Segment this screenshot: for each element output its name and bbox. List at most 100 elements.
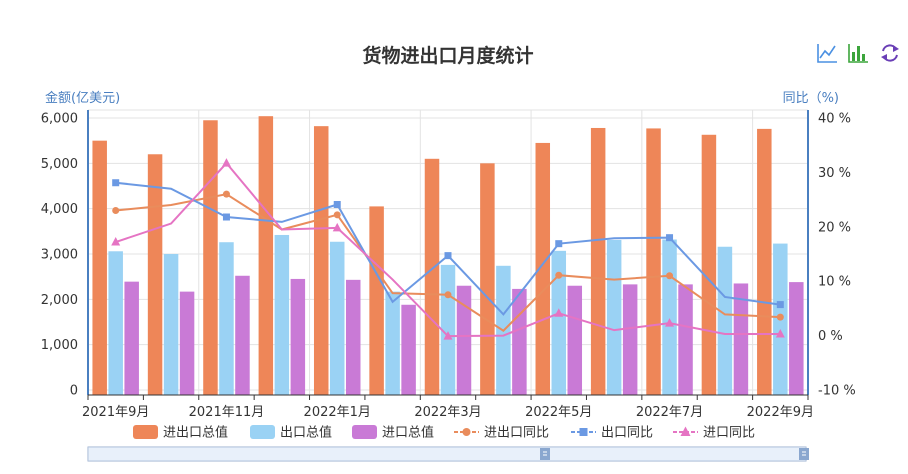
bar-1[interactable]	[92, 140, 107, 395]
bar-2[interactable]	[274, 234, 290, 395]
bar-chart-icon[interactable]	[847, 42, 869, 64]
x-tick-label: 2022年3月	[414, 405, 481, 420]
series-point-2[interactable]	[112, 179, 120, 187]
y-left-tick-label: 0	[70, 384, 78, 399]
lines	[111, 158, 785, 340]
bar-3[interactable]	[124, 281, 139, 395]
bar-1[interactable]	[203, 120, 218, 396]
legend-label: 进出口同比	[484, 426, 549, 441]
bar-2[interactable]	[606, 239, 622, 395]
series-point-1[interactable]	[333, 211, 341, 219]
bar-3[interactable]	[290, 278, 306, 395]
x-tick-label: 2021年9月	[82, 405, 149, 420]
bar-3[interactable]	[789, 282, 804, 395]
y-right-tick-label: 40 %	[818, 112, 851, 127]
refresh-icon[interactable]	[879, 42, 901, 64]
bars	[92, 116, 804, 396]
y-left-axis-label: 金额(亿美元)	[45, 90, 120, 106]
bar-3[interactable]	[456, 285, 472, 395]
y-left-tick-label: 5,000	[41, 157, 78, 172]
bar-1[interactable]	[535, 142, 551, 395]
zoom-handle-left[interactable]	[540, 448, 550, 460]
series-point-2[interactable]	[776, 301, 784, 309]
legend-marker	[680, 426, 691, 436]
legend-label: 出口同比	[601, 426, 653, 441]
series-point-1[interactable]	[555, 271, 563, 279]
bar-1[interactable]	[757, 128, 772, 395]
legend-item-5[interactable]: 出口同比	[571, 426, 653, 441]
series-point-3[interactable]	[665, 318, 675, 327]
series-point-1[interactable]	[112, 206, 120, 214]
y-left-tick-label: 1,000	[41, 338, 78, 353]
legend-item-1[interactable]: 进出口总值	[133, 425, 228, 441]
bar-2[interactable]	[108, 251, 123, 395]
bar-1[interactable]	[369, 206, 384, 395]
legend-item-4[interactable]: 进出口同比	[454, 426, 549, 441]
legend-item-3[interactable]: 进口总值	[352, 425, 434, 441]
y-right-tick-label: 30 %	[818, 166, 851, 181]
bar-1[interactable]	[258, 116, 274, 395]
series-point-2[interactable]	[333, 200, 341, 208]
bar-1[interactable]	[313, 126, 329, 395]
bar-2[interactable]	[662, 239, 677, 395]
bar-1[interactable]	[701, 134, 717, 396]
y-right-tick-label: 0 %	[818, 329, 843, 344]
series-point-2[interactable]	[444, 252, 452, 260]
legend-label: 出口总值	[280, 425, 332, 441]
bar-1[interactable]	[480, 163, 495, 395]
zoom-handle-right[interactable]	[799, 448, 809, 460]
bar-2[interactable]	[329, 241, 345, 395]
series-point-2[interactable]	[222, 213, 230, 221]
series-point-3[interactable]	[221, 158, 231, 167]
bar-1[interactable]	[147, 154, 163, 395]
series-point-1[interactable]	[222, 190, 230, 198]
bar-3[interactable]	[345, 279, 361, 395]
legend-swatch	[250, 425, 275, 439]
series-point-2[interactable]	[555, 240, 563, 248]
bar-2[interactable]	[385, 291, 400, 395]
bar-3[interactable]	[622, 284, 638, 395]
series-point-1[interactable]	[666, 272, 674, 280]
chart-title: 货物进出口月度统计	[362, 44, 533, 67]
bar-3[interactable]	[401, 304, 416, 395]
bar-2[interactable]	[717, 246, 733, 395]
line-chart-icon[interactable]	[816, 42, 838, 64]
legend-marker	[462, 428, 471, 436]
series-point-1[interactable]	[776, 313, 784, 321]
x-tick-label: 2022年1月	[304, 405, 371, 420]
series-point-1[interactable]	[444, 291, 452, 299]
series-point-3[interactable]	[775, 328, 785, 338]
series-point-3[interactable]	[443, 331, 453, 340]
bar-2[interactable]	[219, 242, 234, 395]
x-tick-label: 2022年5月	[525, 405, 592, 420]
bar-3[interactable]	[512, 288, 527, 395]
x-tick-label: 2022年9月	[747, 405, 814, 420]
tick-labels: 0 1,000 2,000 3,000 4,000 5,000 6,000 -10 % 0 % 1…	[41, 112, 856, 421]
bar-3[interactable]	[179, 291, 195, 395]
legend[interactable]: 进出口总值 出口总值 进口总值 进出口同比 出口同比 进口同比	[133, 425, 755, 441]
series-point-3[interactable]	[332, 222, 342, 232]
x-tick-label: 2021年11月	[189, 405, 265, 420]
series-point-3[interactable]	[554, 308, 564, 317]
legend-swatch	[352, 425, 377, 439]
y-right-tick-label: -10 %	[818, 384, 856, 399]
y-right-tick-label: 20 %	[818, 220, 851, 235]
series-point-3[interactable]	[111, 237, 121, 246]
bar-1[interactable]	[424, 158, 440, 395]
bar-3[interactable]	[235, 275, 250, 395]
legend-label: 进出口总值	[163, 425, 228, 441]
series-point-2[interactable]	[666, 234, 674, 242]
bar-1[interactable]	[646, 128, 661, 395]
y-right-tick-label: 10 %	[818, 275, 851, 290]
bar-2[interactable]	[163, 254, 179, 395]
bar-3[interactable]	[678, 284, 693, 395]
bar-3[interactable]	[567, 285, 583, 395]
bar-2[interactable]	[551, 250, 567, 395]
legend-item-2[interactable]: 出口总值	[250, 425, 332, 441]
y-left-tick-label: 4,000	[41, 202, 78, 217]
y-left-tick-label: 6,000	[41, 112, 78, 127]
bar-1[interactable]	[590, 127, 606, 396]
legend-item-6[interactable]: 进口同比	[673, 426, 755, 441]
data-zoom-slider[interactable]	[87, 446, 809, 462]
bar-3[interactable]	[733, 283, 749, 395]
